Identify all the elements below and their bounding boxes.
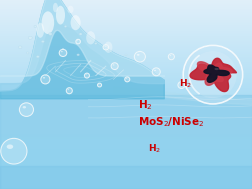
Ellipse shape [1,138,27,164]
Polygon shape [204,65,229,82]
Ellipse shape [86,31,95,44]
Circle shape [18,46,22,49]
Circle shape [110,50,112,52]
Circle shape [62,48,64,50]
Circle shape [26,52,29,54]
Ellipse shape [43,77,45,79]
Ellipse shape [113,64,114,66]
Ellipse shape [66,88,72,94]
Circle shape [125,54,127,56]
Ellipse shape [104,46,106,47]
Ellipse shape [7,144,13,149]
Ellipse shape [189,51,237,98]
Ellipse shape [154,70,156,71]
Ellipse shape [103,45,109,50]
Circle shape [36,56,39,58]
Ellipse shape [53,3,58,12]
Text: MoS$_2$/NiSe$_2$: MoS$_2$/NiSe$_2$ [138,115,205,129]
Ellipse shape [77,40,78,41]
Ellipse shape [134,51,145,62]
Ellipse shape [137,54,140,56]
Ellipse shape [168,54,174,60]
Ellipse shape [152,68,160,76]
Text: H$_2$: H$_2$ [179,78,192,90]
Ellipse shape [37,23,44,38]
Ellipse shape [111,63,118,70]
Circle shape [28,36,32,39]
Text: H$_2$: H$_2$ [148,142,162,155]
Circle shape [77,54,79,56]
Ellipse shape [59,49,67,57]
Circle shape [49,33,52,35]
Text: H$_2$: H$_2$ [138,98,152,112]
Ellipse shape [68,6,74,13]
Ellipse shape [125,77,130,82]
Circle shape [41,40,44,43]
Ellipse shape [126,78,127,79]
Ellipse shape [19,103,34,116]
Ellipse shape [41,75,50,84]
Polygon shape [190,58,237,92]
Ellipse shape [76,39,80,44]
Circle shape [64,26,67,27]
Ellipse shape [85,74,87,75]
Ellipse shape [104,42,112,53]
Ellipse shape [170,55,171,56]
Ellipse shape [178,82,185,88]
Polygon shape [198,62,232,85]
Circle shape [94,43,97,44]
Ellipse shape [71,15,81,30]
Ellipse shape [183,45,243,104]
Ellipse shape [98,83,102,87]
Ellipse shape [61,51,63,52]
Ellipse shape [99,84,100,85]
Ellipse shape [68,89,69,90]
Ellipse shape [179,83,181,84]
Ellipse shape [214,68,219,70]
Ellipse shape [42,11,54,34]
Circle shape [79,33,82,35]
Circle shape [34,26,37,27]
Ellipse shape [84,73,89,78]
Ellipse shape [56,6,65,25]
Ellipse shape [23,106,26,108]
